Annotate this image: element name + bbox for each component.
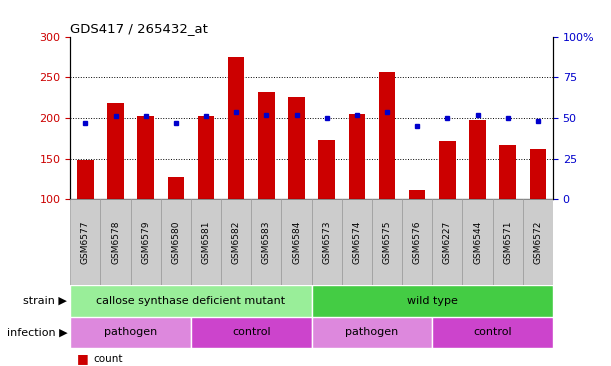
Bar bbox=[282, 199, 312, 285]
Text: wild type: wild type bbox=[407, 296, 458, 306]
Bar bbox=[348, 114, 365, 199]
Bar bbox=[312, 199, 342, 285]
Bar bbox=[433, 317, 553, 348]
Bar bbox=[137, 116, 154, 199]
Bar bbox=[288, 97, 305, 199]
Text: GDS417 / 265432_at: GDS417 / 265432_at bbox=[70, 22, 208, 36]
Bar bbox=[372, 199, 402, 285]
Text: GSM6544: GSM6544 bbox=[473, 221, 482, 264]
Text: strain ▶: strain ▶ bbox=[23, 296, 67, 306]
Text: ■: ■ bbox=[76, 352, 88, 365]
Bar bbox=[77, 160, 93, 199]
Bar bbox=[191, 317, 312, 348]
Text: GSM6574: GSM6574 bbox=[353, 221, 361, 264]
Bar bbox=[463, 199, 492, 285]
Bar bbox=[312, 317, 433, 348]
Bar bbox=[131, 199, 161, 285]
Bar bbox=[251, 199, 282, 285]
Bar bbox=[499, 145, 516, 199]
Text: GSM6578: GSM6578 bbox=[111, 221, 120, 264]
Text: control: control bbox=[232, 327, 271, 337]
Bar bbox=[530, 149, 546, 199]
Bar bbox=[70, 199, 100, 285]
Text: ■: ■ bbox=[76, 365, 88, 366]
Bar bbox=[161, 199, 191, 285]
Bar bbox=[409, 190, 425, 199]
Bar bbox=[492, 199, 523, 285]
Bar bbox=[439, 141, 456, 199]
Text: GSM6579: GSM6579 bbox=[141, 221, 150, 264]
Bar bbox=[198, 116, 214, 199]
Bar bbox=[221, 199, 251, 285]
Bar bbox=[167, 178, 184, 199]
Text: count: count bbox=[93, 354, 123, 364]
Text: GSM6227: GSM6227 bbox=[443, 221, 452, 264]
Bar bbox=[228, 57, 244, 199]
Bar bbox=[523, 199, 553, 285]
Text: infection ▶: infection ▶ bbox=[7, 327, 67, 337]
Text: pathogen: pathogen bbox=[104, 327, 157, 337]
Bar bbox=[70, 285, 312, 317]
Text: GSM6575: GSM6575 bbox=[382, 221, 392, 264]
Bar bbox=[191, 199, 221, 285]
Text: GSM6577: GSM6577 bbox=[81, 221, 90, 264]
Text: control: control bbox=[474, 327, 512, 337]
Bar bbox=[258, 92, 275, 199]
Text: GSM6573: GSM6573 bbox=[322, 221, 331, 264]
Text: callose synthase deficient mutant: callose synthase deficient mutant bbox=[97, 296, 285, 306]
Bar bbox=[433, 199, 463, 285]
Text: GSM6582: GSM6582 bbox=[232, 221, 241, 264]
Bar bbox=[107, 103, 124, 199]
Bar bbox=[402, 199, 433, 285]
Bar bbox=[379, 72, 395, 199]
Bar bbox=[469, 120, 486, 199]
Text: GSM6581: GSM6581 bbox=[202, 221, 211, 264]
Text: GSM6576: GSM6576 bbox=[412, 221, 422, 264]
Bar bbox=[318, 140, 335, 199]
Text: GSM6571: GSM6571 bbox=[503, 221, 512, 264]
Bar bbox=[100, 199, 131, 285]
Text: GSM6584: GSM6584 bbox=[292, 221, 301, 264]
Bar bbox=[312, 285, 553, 317]
Text: GSM6583: GSM6583 bbox=[262, 221, 271, 264]
Bar bbox=[70, 317, 191, 348]
Text: pathogen: pathogen bbox=[345, 327, 398, 337]
Bar bbox=[342, 199, 372, 285]
Text: GSM6580: GSM6580 bbox=[171, 221, 180, 264]
Text: GSM6572: GSM6572 bbox=[533, 221, 543, 264]
